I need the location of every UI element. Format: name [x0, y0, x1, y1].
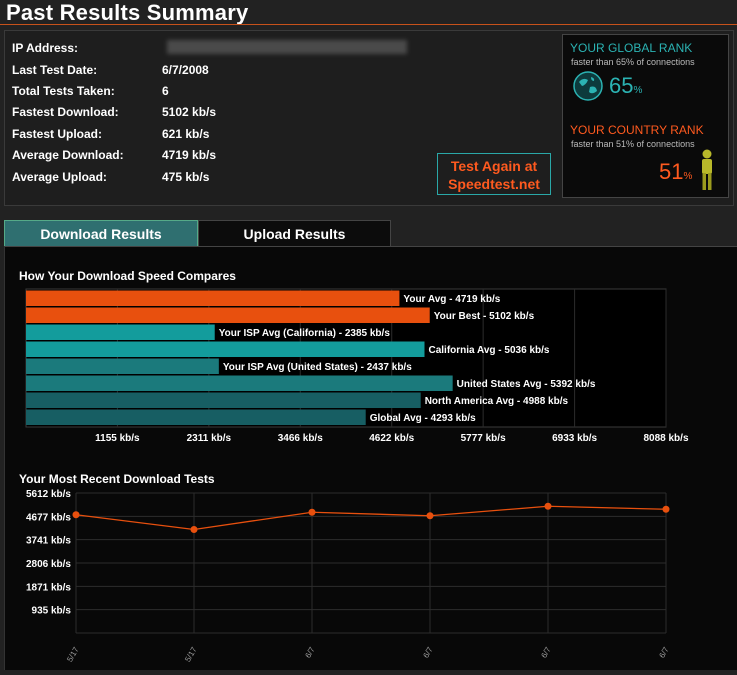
bar-x-tick-label: 2311 kb/s — [187, 433, 232, 444]
global-rank-number: 65 — [609, 73, 634, 98]
line-point — [662, 505, 670, 513]
global-rank-title: YOUR GLOBAL RANK — [570, 41, 693, 55]
line-series — [75, 505, 667, 531]
line-y-tick-label: 2806 kb/s — [26, 559, 71, 570]
line-y-tick-label: 3741 kb/s — [26, 536, 71, 547]
bar-x-tick-label: 6933 kb/s — [552, 433, 597, 444]
bar-x-tick-label: 3466 kb/s — [278, 433, 323, 444]
average-download-value: 4719 kb/s — [162, 148, 217, 162]
line-point — [544, 502, 552, 510]
fastest-upload-value: 621 kb/s — [162, 127, 210, 141]
test-again-line2: Speedtest.net — [448, 176, 540, 192]
bar-data-label: California Avg - 5036 kb/s — [428, 345, 549, 356]
last-test-value: 6/7/2008 — [162, 63, 209, 77]
country-rank-value: 51% — [659, 159, 692, 185]
fastest-download-label: Fastest Download: — [12, 105, 119, 119]
line-point — [72, 511, 80, 519]
line-y-tick-label: 4677 kb/s — [26, 512, 71, 523]
ip-value-redacted — [167, 40, 407, 54]
line-x-tick-label: 6/7 — [421, 645, 435, 660]
results-tabs: Download Results Upload Results — [4, 220, 391, 247]
line-point — [308, 508, 316, 516]
bar — [26, 290, 400, 306]
tab-upload-results[interactable]: Upload Results — [198, 220, 391, 247]
bar-x-tick-label: 1155 kb/s — [95, 433, 140, 444]
rank-panel: YOUR GLOBAL RANK faster than 65% of conn… — [562, 34, 729, 198]
bar-data-label: Your ISP Avg (United States) - 2437 kb/s — [223, 362, 412, 373]
title-divider — [0, 24, 737, 25]
bar-data-label: Your Best - 5102 kb/s — [434, 311, 535, 322]
line-chart-title: Your Most Recent Download Tests — [19, 472, 215, 486]
ip-label: IP Address: — [12, 41, 79, 55]
person-icon — [702, 149, 712, 190]
bar — [26, 307, 430, 323]
bar — [26, 375, 453, 391]
fastest-upload-label: Fastest Upload: — [12, 127, 103, 141]
line-point — [190, 525, 198, 533]
test-again-button[interactable]: Test Again at Speedtest.net — [437, 153, 551, 195]
tab-download-results[interactable]: Download Results — [4, 220, 198, 247]
globe-icon — [573, 71, 603, 101]
average-upload-value: 475 kb/s — [162, 170, 210, 184]
line-x-tick-label: 6/7 — [539, 645, 553, 660]
bar — [26, 409, 366, 425]
fastest-download-value: 5102 kb/s — [162, 105, 217, 119]
line-x-tick-label: 5/17 — [65, 645, 81, 663]
line-y-tick-label: 5612 kb/s — [26, 489, 71, 500]
bar-x-tick-label: 8088 kb/s — [643, 433, 688, 444]
last-test-label: Last Test Date: — [12, 63, 98, 77]
line-x-tick-label: 6/7 — [657, 645, 671, 660]
bar — [26, 324, 215, 340]
bar-data-label: Your ISP Avg (California) - 2385 kb/s — [219, 328, 391, 339]
country-rank-number: 51 — [659, 159, 684, 184]
country-rank-title: YOUR COUNTRY RANK — [570, 123, 704, 137]
line-y-tick-label: 1871 kb/s — [26, 582, 71, 593]
download-results-panel: How Your Download Speed Compares Your Av… — [4, 246, 737, 670]
bar-data-label: Your Avg - 4719 kb/s — [403, 294, 500, 305]
bar — [26, 392, 421, 408]
country-rank-percent: % — [683, 171, 693, 182]
bar — [26, 358, 219, 374]
bar-data-label: North America Avg - 4988 kb/s — [425, 396, 569, 407]
bar-x-tick-label: 4622 kb/s — [369, 433, 414, 444]
global-rank-value: 65% — [609, 73, 642, 99]
bar-chart-title: How Your Download Speed Compares — [19, 269, 236, 283]
total-tests-value: 6 — [162, 84, 169, 98]
line-x-tick-label: 5/17 — [183, 645, 199, 663]
bar-x-tick-label: 5777 kb/s — [461, 433, 506, 444]
average-download-label: Average Download: — [12, 148, 124, 162]
global-rank-subtitle: faster than 65% of connections — [571, 57, 695, 67]
country-rank-subtitle: faster than 51% of connections — [571, 139, 695, 149]
total-tests-label: Total Tests Taken: — [12, 84, 115, 98]
line-y-tick-label: 935 kb/s — [32, 606, 72, 617]
bar-data-label: United States Avg - 5392 kb/s — [457, 379, 596, 390]
line-point — [426, 512, 434, 520]
charts-svg: How Your Download Speed Compares Your Av… — [19, 269, 689, 663]
bar-data-label: Global Avg - 4293 kb/s — [370, 413, 476, 424]
bar — [26, 341, 425, 357]
test-again-line1: Test Again at — [450, 158, 538, 174]
average-upload-label: Average Upload: — [12, 170, 107, 184]
summary-panel: IP Address: Last Test Date: 6/7/2008 Tot… — [4, 30, 734, 206]
page-title: Past Results Summary — [6, 0, 249, 25]
global-rank-percent: % — [633, 85, 643, 96]
line-x-tick-label: 6/7 — [303, 645, 317, 660]
